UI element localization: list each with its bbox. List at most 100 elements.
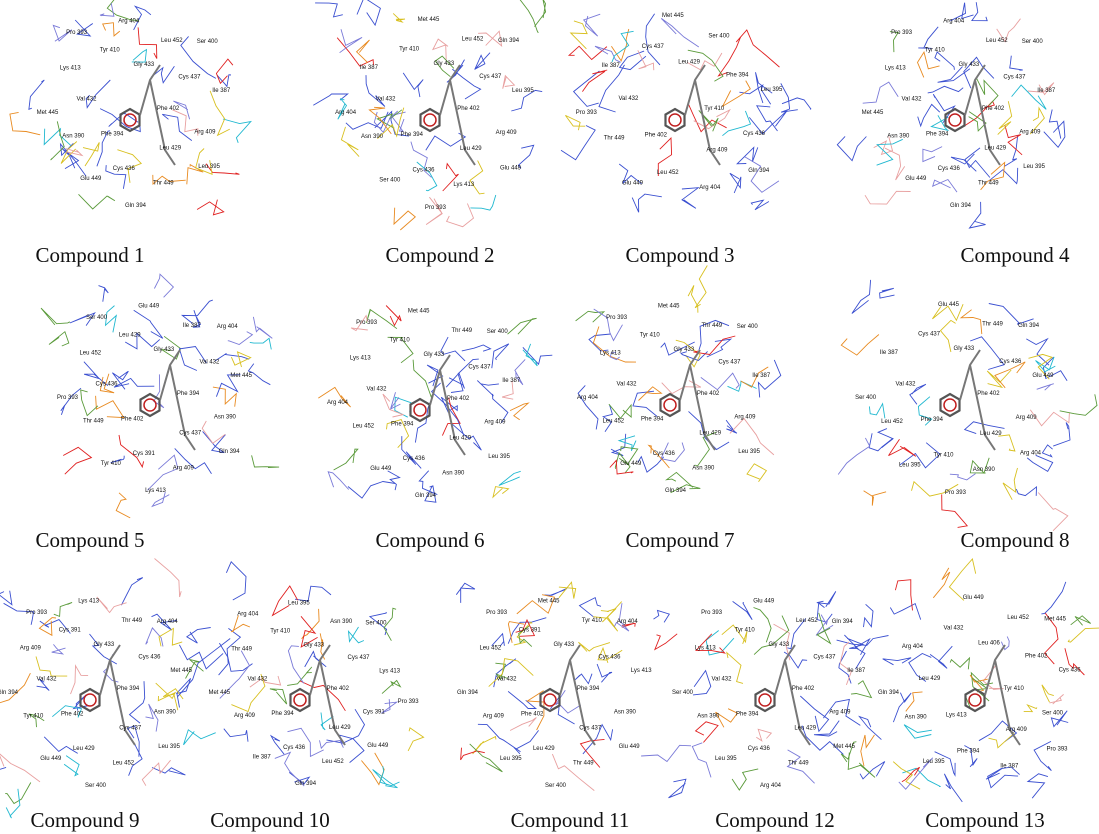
residue-label: Leu 429 [980,431,1002,437]
residue-label: Phe 394 [736,712,759,718]
residue-label: Cys 437 [1003,75,1026,81]
residue-sticks [707,339,731,357]
residue-label: Leu 429 [533,746,555,752]
residue-sticks [433,39,448,60]
panel-caption: Compound 6 [375,528,484,552]
residue-label: Leu 452 [112,760,134,766]
residue-label: Cys 437 [718,360,741,366]
residue-label: Val 432 [896,381,917,387]
residue-sticks [288,728,324,756]
residue-sticks [965,148,990,178]
docking-panel: Phe 394Phe 402Gly 433Cys 437Cys 436Val 4… [35,274,279,552]
residue-label: Cys 436 [748,746,771,752]
residue-sticks [142,760,170,786]
residue-label: Gln 394 [415,493,437,499]
residue-label: Phe 394 [177,391,200,397]
residue-label: Ile 387 [1037,88,1056,94]
panel-caption: Compound 4 [960,243,1070,267]
ligand-ring-inner [944,399,956,411]
residue-label: Leu 429 [449,435,471,441]
residue-label: Gly 433 [769,642,790,648]
residue-label: Gly 433 [134,62,155,68]
residue-sticks [328,472,349,490]
residue-sticks [719,37,741,76]
residue-label: Arg 404 [1020,450,1042,456]
residue-label: Thr 449 [573,760,594,766]
residue-label: Phe 394 [641,417,664,423]
residue-label: Thr 449 [788,760,809,766]
residue-label: Lys 413 [946,712,967,718]
residue-sticks [695,432,716,466]
panel-caption: Compound 10 [210,808,330,832]
residue-label: Arg 404 [217,324,239,330]
residue-sticks [340,29,363,53]
residue-label: Arg 409 [496,130,518,136]
residue-label: Gln 394 [0,690,19,696]
residue-label: Arg 404 [327,400,349,406]
residue-sticks [747,464,766,482]
residue-label: Tyr 410 [1004,686,1025,692]
residue-sticks [426,197,442,224]
residue-sticks [470,161,485,194]
residue-sticks [152,768,185,776]
residue-sticks [508,318,537,334]
residue-sticks [788,750,815,783]
residue-label: Ser 400 [487,329,509,335]
residue-sticks [163,689,183,711]
residue-label: Cys 437 [178,75,201,81]
residue-label: Phe 394 [117,686,140,692]
residue-label: Leu 395 [512,88,534,94]
residue-sticks [493,487,509,498]
docking-panel: Phe 402Phe 394Gly 433Leu 429Val 432Cys 4… [318,306,552,553]
residue-sticks [1068,628,1099,642]
docking-panel: Phe 402Phe 394Gly 433Leu 429Val 432Cys 4… [178,562,424,832]
residue-sticks [841,335,879,356]
residue-label: Gly 433 [94,642,115,648]
residue-label: Tyr 410 [100,48,121,54]
residue-sticks [1071,616,1091,626]
residue-sticks [580,598,602,617]
residue-label: Lys 413 [145,488,166,494]
residue-sticks [535,0,546,27]
residue-label: Phe 402 [457,106,480,112]
residue-label: Phe 394 [271,711,294,717]
residue-sticks [865,191,911,204]
residue-sticks [0,591,12,605]
residue-label: Val 432 [712,677,733,683]
residue-label: Lys 413 [631,668,652,674]
residue-label: Tyr 410 [582,618,603,624]
residue-label: Ser 400 [1042,711,1064,717]
residue-label: Glu 449 [367,743,389,749]
residue-label: Leu 395 [198,164,220,170]
residue-label: Phe 402 [121,417,144,423]
residue-sticks [231,615,250,631]
residue-sticks [441,337,465,361]
docking-panel: Phe 394Phe 402Gly 433Cys 437Val 432Cys 4… [0,559,216,833]
residue-label: Lys 413 [379,669,400,675]
residue-sticks [162,114,192,140]
residue-label: Ile 387 [183,323,202,329]
residue-label: Cys 437 [119,725,142,731]
residue-sticks [1050,694,1064,704]
residue-sticks [584,14,601,36]
residue-sticks [147,455,178,490]
residue-sticks [1060,394,1097,415]
residue-label: Cys 437 [579,725,602,731]
residue-sticks [54,602,72,616]
residue-label: Lys 413 [885,66,906,72]
residue-label: Met 445 [538,599,560,605]
residue-label: Ile 387 [360,65,379,71]
residue-sticks [864,604,874,627]
residue-label: Thr 449 [231,646,252,652]
residue-label: Pro 393 [1046,747,1068,753]
docking-panel: Phe 402Phe 394Gly 433Leu 429Val 432Cys 4… [837,2,1070,267]
residue-sticks [224,729,248,742]
residue-sticks [918,52,940,77]
residue-label: Arg 409 [829,710,851,716]
residue-label: Gln 394 [665,488,687,494]
residue-label: Phe 402 [697,391,720,397]
residue-label: Phe 394 [957,749,980,755]
residue-label: Thr 449 [701,323,722,329]
residue-label: Ser 400 [855,395,877,401]
